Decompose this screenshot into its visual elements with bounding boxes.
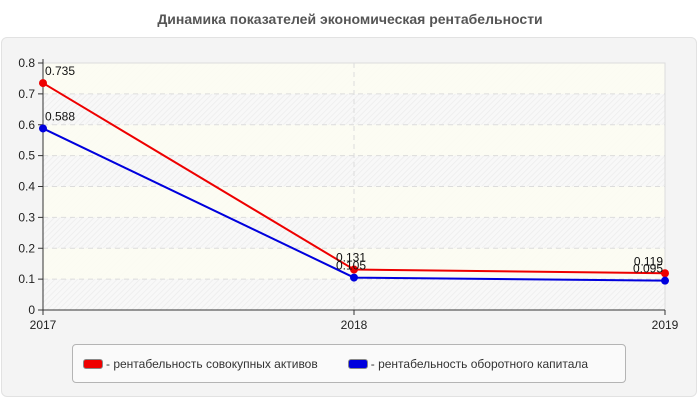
svg-text:2017: 2017 <box>30 318 57 332</box>
legend-item-total-assets[interactable]: - рентабельность совокупных активов <box>83 357 318 371</box>
svg-text:2018: 2018 <box>341 318 368 332</box>
svg-text:0.735: 0.735 <box>45 64 75 78</box>
svg-text:0.105: 0.105 <box>336 259 366 273</box>
svg-text:0.119: 0.119 <box>634 254 663 268</box>
legend-label: - рентабельность совокупных активов <box>106 356 318 371</box>
svg-text:0.131: 0.131 <box>336 251 366 265</box>
blue-swatch-icon <box>347 358 368 369</box>
svg-text:0.4: 0.4 <box>18 180 35 194</box>
red-swatch-icon <box>83 358 103 369</box>
svg-text:0.588: 0.588 <box>45 109 75 123</box>
svg-text:0.095: 0.095 <box>633 262 663 276</box>
svg-text:0: 0 <box>28 303 35 317</box>
svg-text:0.2: 0.2 <box>18 241 35 255</box>
chart-title: Динамика показателей экономическая рента… <box>157 11 543 27</box>
legend-item-working-capital[interactable]: - рентабельность оборотного капитала <box>347 356 589 371</box>
data-series: 0.735 0.131 0.119 0.588 0.105 0.095 <box>39 64 669 285</box>
svg-text:0.1: 0.1 <box>18 272 35 286</box>
svg-text:0.5: 0.5 <box>18 149 35 163</box>
svg-text:0.6: 0.6 <box>18 118 35 132</box>
svg-text:2019: 2019 <box>652 318 679 332</box>
axes: 0 0.1 0.2 0.3 0.4 0.5 0.6 0.7 0.8 2017 2018 2019 <box>18 56 678 332</box>
svg-text:0.3: 0.3 <box>18 210 35 224</box>
legend-label: - рентабельность оборотного капитала <box>370 356 589 371</box>
legend: - рентабельность совокупных активов - ре… <box>72 344 626 383</box>
svg-text:0.7: 0.7 <box>18 87 35 101</box>
svg-text:0.8: 0.8 <box>18 56 35 70</box>
